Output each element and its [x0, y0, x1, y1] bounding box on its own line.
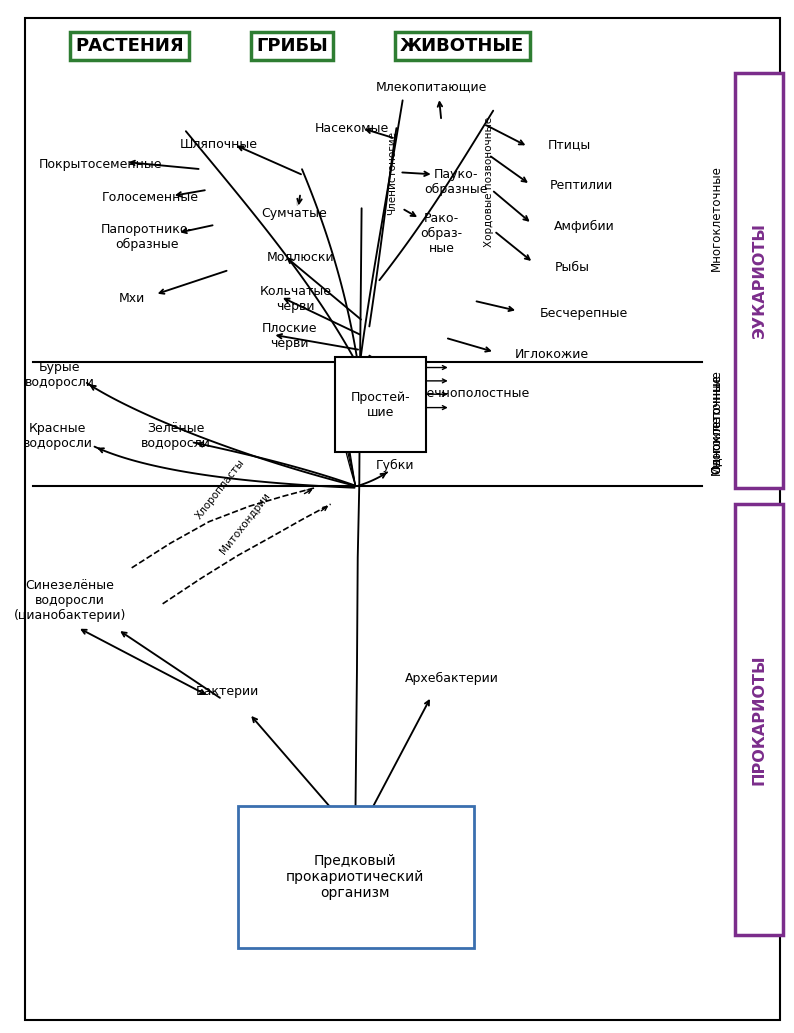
Text: Насекомые: Насекомые: [314, 122, 388, 134]
Text: Голосеменные: Голосеменные: [102, 191, 198, 205]
Text: Митохондрии: Митохондрии: [218, 491, 272, 556]
Text: Иглокожие: Иглокожие: [515, 348, 589, 361]
FancyBboxPatch shape: [735, 504, 784, 935]
Text: Архебактерии: Архебактерии: [405, 672, 499, 685]
Text: Зелёные
водоросли: Зелёные водоросли: [141, 422, 210, 450]
Text: Птицы: Птицы: [547, 138, 591, 151]
Text: Бактерии: Бактерии: [196, 685, 260, 697]
Text: Покрытосеменные: Покрытосеменные: [39, 158, 163, 170]
Text: Рыбы: Рыбы: [555, 261, 590, 275]
Text: Членистоногие: Членистоногие: [387, 131, 397, 216]
Text: ЭУКАРИОТЫ: ЭУКАРИОТЫ: [752, 222, 767, 338]
Text: Синезелёные
водоросли
(цианобактерии): Синезелёные водоросли (цианобактерии): [13, 580, 126, 622]
Text: Амфибии: Амфибии: [553, 220, 615, 233]
Text: Рептилии: Рептилии: [549, 179, 613, 192]
FancyBboxPatch shape: [334, 357, 426, 451]
Text: Многоклеточные: Многоклеточные: [710, 165, 723, 272]
Text: РАСТЕНИЯ: РАСТЕНИЯ: [75, 37, 183, 55]
Text: Кишечнополостные: Кишечнополостные: [399, 386, 530, 400]
FancyBboxPatch shape: [735, 72, 784, 488]
Text: Млекопитающие: Млекопитающие: [376, 81, 487, 94]
Text: Моллюски: Моллюски: [267, 251, 334, 264]
Text: Бесчерепные: Бесчерепные: [540, 307, 628, 319]
Text: Многоклеточные: Многоклеточные: [710, 369, 723, 475]
Text: Папоротнико-
образные: Папоротнико- образные: [101, 223, 193, 251]
Text: Сумчатые: Сумчатые: [261, 207, 327, 220]
Text: Мхи: Мхи: [118, 292, 145, 305]
Text: Губки: Губки: [376, 459, 414, 472]
Text: Паукo-
образные: Паукo- образные: [424, 167, 488, 195]
Text: Одноклеточные: Одноклеточные: [710, 374, 723, 474]
Text: Ракo-
образ-
ные: Ракo- образ- ные: [420, 213, 462, 255]
Text: Хордовые позвоночные: Хордовые позвоночные: [484, 117, 495, 247]
Text: Хлоропласты: Хлоропласты: [194, 457, 246, 521]
Text: Бурые
водоросли: Бурые водоросли: [25, 361, 94, 388]
Text: Плоские
черви: Плоские черви: [262, 321, 318, 349]
Text: ПРОКАРИОТЫ: ПРОКАРИОТЫ: [752, 655, 767, 785]
Text: Шляпочные: Шляпочные: [179, 138, 257, 151]
Text: Одноклеточные: Одноклеточные: [710, 374, 723, 474]
Text: Предковый
прокариотический
организм: Предковый прокариотический организм: [286, 854, 425, 901]
Text: ЖИВОТНЫЕ: ЖИВОТНЫЕ: [400, 37, 524, 55]
Text: ГРИБЫ: ГРИБЫ: [256, 37, 328, 55]
Text: Кольчатые
черви: Кольчатые черви: [260, 285, 332, 313]
Text: Красные
водоросли: Красные водоросли: [22, 422, 92, 450]
FancyBboxPatch shape: [237, 806, 474, 948]
Text: Простей-
шие: Простей- шие: [350, 390, 410, 418]
